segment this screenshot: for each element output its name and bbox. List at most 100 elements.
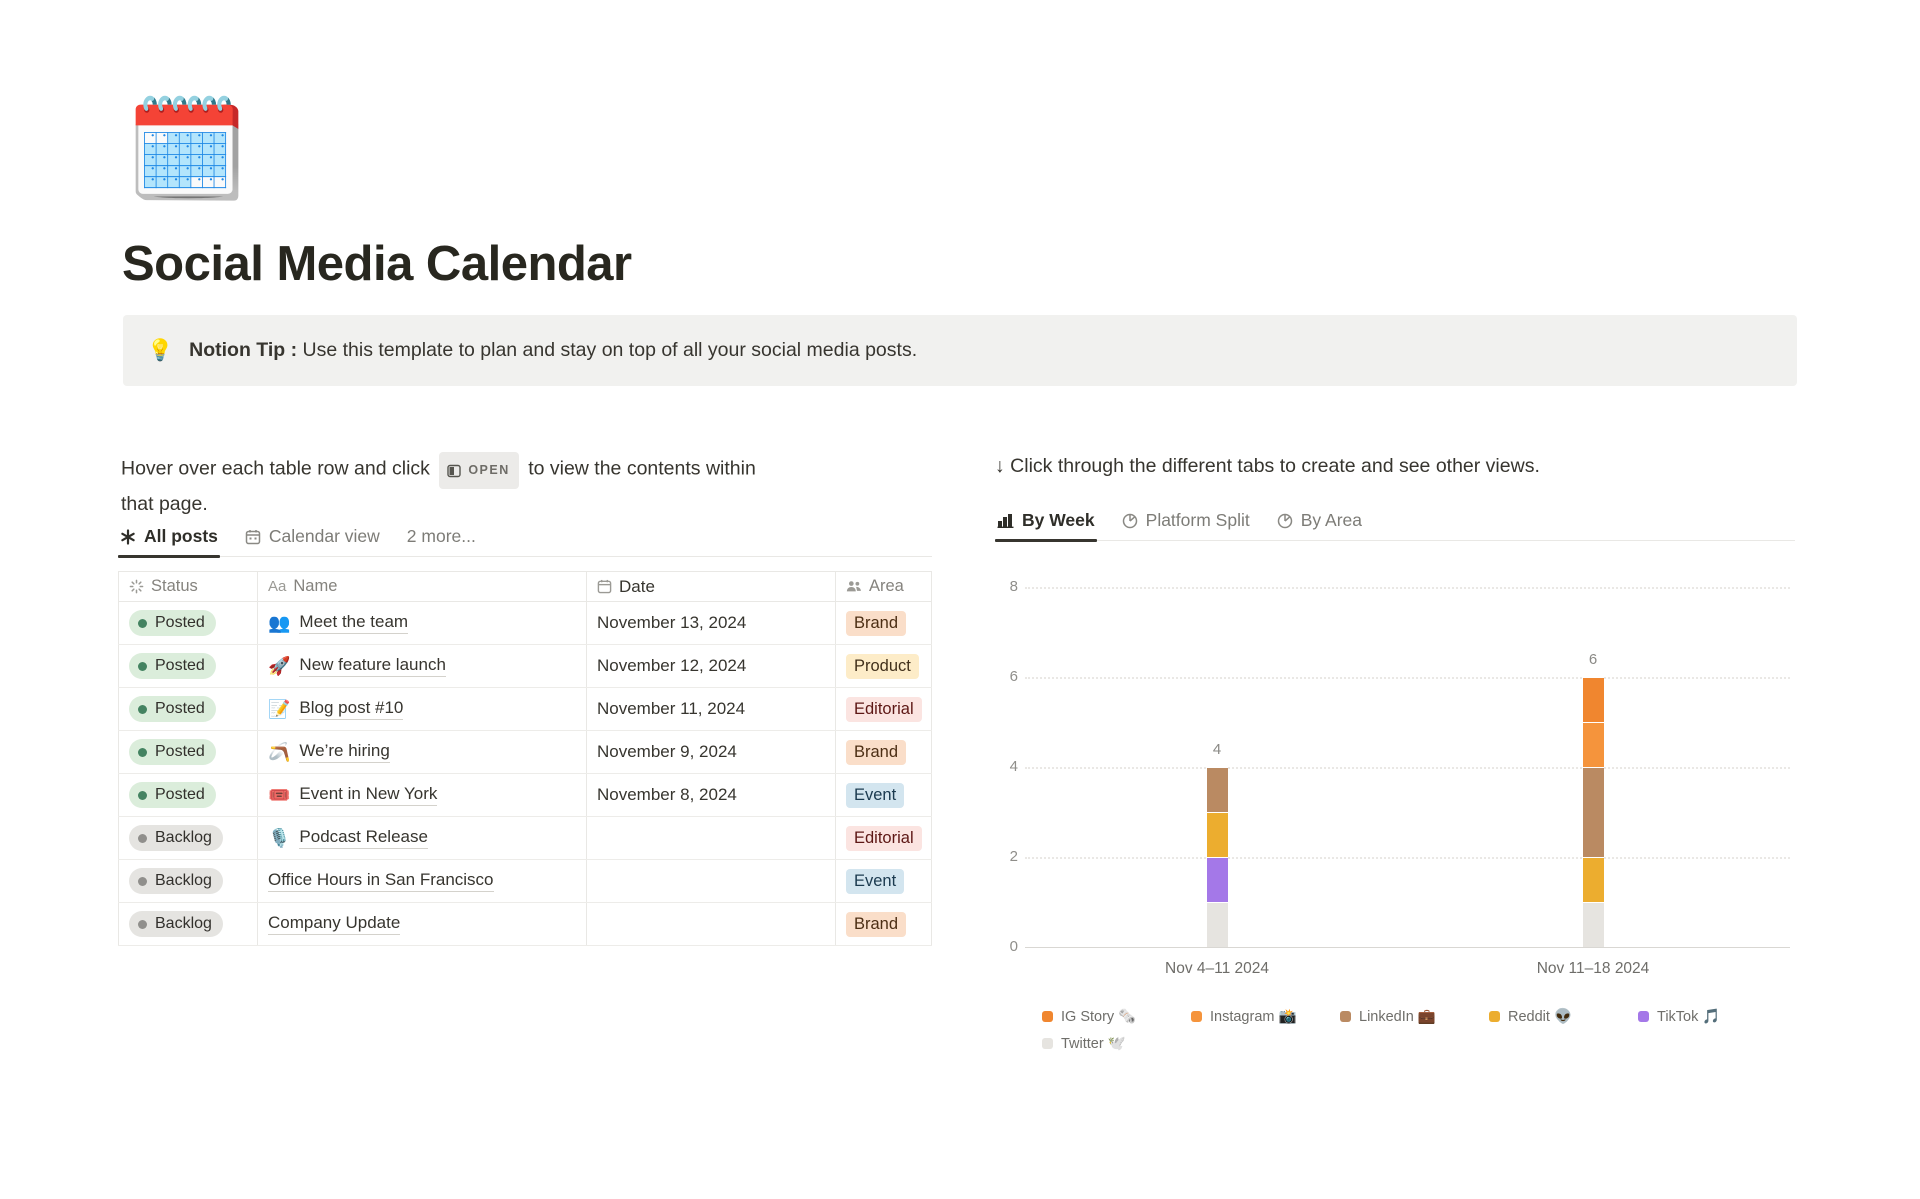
area-cell: Brand bbox=[835, 602, 932, 644]
status-dot bbox=[138, 704, 147, 714]
page-title-link[interactable]: Office Hours in San Francisco bbox=[268, 870, 494, 892]
page-title-link[interactable]: We’re hiring bbox=[299, 741, 390, 763]
table-row[interactable]: Posted 🚀 New feature launch November 12, 20… bbox=[118, 645, 932, 688]
callout-bold: Notion Tip : bbox=[189, 339, 298, 361]
status-dot bbox=[138, 790, 147, 800]
legend-item-tiktok: TikTok 🎵 bbox=[1638, 1003, 1787, 1030]
y-axis-tick-label: 4 bbox=[1009, 758, 1018, 775]
page-emoji: 🎙️ bbox=[268, 827, 291, 848]
legend-marker bbox=[1042, 1011, 1053, 1022]
status-badge: Backlog bbox=[129, 911, 223, 937]
page-link[interactable]: 📝 Blog post #10 bbox=[268, 698, 404, 720]
status-badge: Posted bbox=[129, 653, 216, 679]
tab-all-posts[interactable]: All posts bbox=[118, 526, 220, 558]
table-row[interactable]: Posted 👥 Meet the team November 13, 2024 Bra… bbox=[118, 602, 932, 645]
tab-by-area[interactable]: By Area bbox=[1277, 510, 1362, 531]
table-row[interactable]: Posted 📝 Blog post #10 November 11, 2024 Edi… bbox=[118, 688, 932, 731]
column-header-name[interactable]: Aa Name bbox=[257, 572, 586, 601]
table-row[interactable]: Posted 🪃 We’re hiring November 9, 2024 Brand bbox=[118, 731, 932, 774]
legend-marker bbox=[1340, 1011, 1351, 1022]
area-tag: Event bbox=[846, 782, 905, 808]
page-link[interactable]: Office Hours in San Francisco bbox=[268, 870, 494, 892]
right-column: ↓ Click through the different tabs to cr… bbox=[995, 455, 1795, 1095]
tab-label: By Week bbox=[1022, 510, 1095, 530]
y-axis-tick-label: 0 bbox=[1009, 938, 1018, 955]
column-header-area[interactable]: Area bbox=[835, 572, 932, 601]
gridline bbox=[1025, 677, 1790, 679]
page-emoji: 🪃 bbox=[268, 741, 291, 762]
tab-by-week[interactable]: By Week bbox=[995, 510, 1097, 542]
table-row[interactable]: Backlog Company Update Brand bbox=[118, 903, 932, 946]
status-label: Posted bbox=[155, 743, 205, 760]
status-dot bbox=[138, 661, 147, 671]
area-tag: Editorial bbox=[846, 825, 922, 851]
area-cell: Product bbox=[835, 645, 932, 687]
date-cell bbox=[586, 903, 835, 945]
status-badge: Posted bbox=[129, 739, 216, 765]
tab-more-views[interactable]: 2 more... bbox=[407, 526, 476, 547]
page-link[interactable]: 🎟️ Event in New York bbox=[268, 784, 438, 806]
status-label: Posted bbox=[155, 700, 205, 717]
table-row[interactable]: Posted 🎟️ Event in New York November 8, 202… bbox=[118, 774, 932, 817]
status-label: Backlog bbox=[155, 829, 212, 846]
date-cell: November 12, 2024 bbox=[586, 645, 835, 687]
area-tag: Brand bbox=[846, 911, 907, 937]
legend-item-linkedin: LinkedIn 💼 bbox=[1340, 1003, 1489, 1030]
legend-item-reddit: Reddit 👽 bbox=[1489, 1003, 1638, 1030]
page-title-link[interactable]: Meet the team bbox=[299, 612, 409, 634]
page-link[interactable]: 🎙️ Podcast Release bbox=[268, 827, 428, 849]
bar-segment-ig-story bbox=[1582, 677, 1604, 722]
x-axis-line bbox=[1025, 947, 1790, 948]
status-label: Backlog bbox=[155, 915, 212, 932]
page-title-link[interactable]: Event in New York bbox=[299, 784, 438, 806]
y-axis-tick-label: 6 bbox=[1009, 668, 1018, 685]
page-title-link[interactable]: Podcast Release bbox=[299, 827, 428, 849]
page-title-link[interactable]: Company Update bbox=[268, 913, 401, 935]
status-cell: Posted bbox=[118, 688, 257, 730]
status-cell: Posted bbox=[118, 645, 257, 687]
page-link[interactable]: Company Update bbox=[268, 913, 401, 935]
table-row[interactable]: Backlog Office Hours in San Francisco Even… bbox=[118, 860, 932, 903]
text-property-icon: Aa bbox=[268, 578, 287, 595]
name-cell: 👥 Meet the team bbox=[257, 602, 586, 644]
side-peek-icon bbox=[447, 464, 462, 477]
column-header-status[interactable]: Status bbox=[118, 572, 257, 601]
area-cell: Brand bbox=[835, 731, 932, 773]
status-label: Posted bbox=[155, 786, 205, 803]
page-link[interactable]: 👥 Meet the team bbox=[268, 612, 409, 634]
x-axis-category-label: Nov 4–11 2024 bbox=[1165, 960, 1269, 977]
area-tag: Brand bbox=[846, 739, 907, 765]
page-title-link[interactable]: New feature launch bbox=[299, 655, 446, 677]
bar-segment-instagram bbox=[1582, 722, 1604, 767]
tab-platform-split[interactable]: Platform Split bbox=[1122, 510, 1250, 531]
legend-marker bbox=[1191, 1011, 1202, 1022]
area-tag: Product bbox=[846, 653, 919, 679]
status-badge: Backlog bbox=[129, 868, 223, 894]
tab-calendar-view[interactable]: Calendar view bbox=[245, 526, 380, 547]
legend-marker bbox=[1042, 1038, 1053, 1049]
area-tag: Event bbox=[846, 868, 905, 894]
status-dot bbox=[138, 747, 147, 757]
area-cell: Editorial bbox=[835, 817, 932, 859]
instruction-before: Hover over each table row and click bbox=[121, 457, 430, 480]
page-title-link[interactable]: Blog post #10 bbox=[299, 698, 404, 720]
page-emoji: 👥 bbox=[268, 612, 291, 633]
bar-segment-reddit bbox=[1206, 812, 1228, 857]
gridline bbox=[1025, 857, 1790, 859]
page-emoji-icon[interactable]: 🗓️ bbox=[126, 94, 249, 204]
instruction-after: to view the contents within that page. bbox=[121, 457, 756, 516]
name-cell: Office Hours in San Francisco bbox=[257, 860, 586, 902]
page-link[interactable]: 🪃 We’re hiring bbox=[268, 741, 390, 763]
table-row[interactable]: Backlog 🎙️ Podcast Release Editorial bbox=[118, 817, 932, 860]
people-icon bbox=[846, 581, 861, 592]
status-cell: Posted bbox=[118, 602, 257, 644]
pie-chart-icon bbox=[1122, 513, 1137, 528]
page-emoji: 📝 bbox=[268, 698, 291, 719]
area-tag: Brand bbox=[846, 610, 907, 636]
tab-label: Platform Split bbox=[1145, 510, 1250, 530]
column-header-date[interactable]: Date bbox=[586, 572, 835, 601]
page-link[interactable]: 🚀 New feature launch bbox=[268, 655, 446, 677]
page-title: Social Media Calendar bbox=[122, 237, 632, 291]
legend-item-ig-story: IG Story 🗞️ bbox=[1042, 1003, 1191, 1030]
